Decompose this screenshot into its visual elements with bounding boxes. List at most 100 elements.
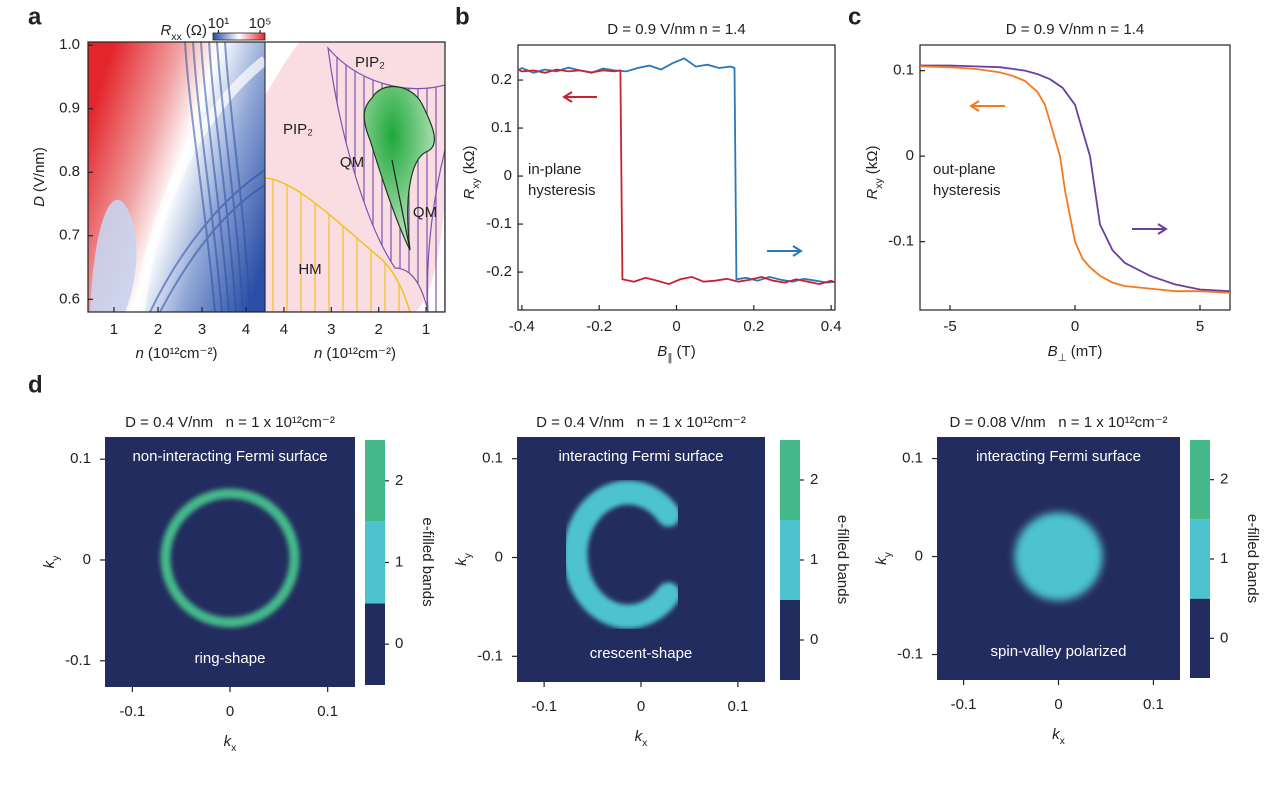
- x-tick-label: -0.1: [119, 703, 145, 720]
- colorbar-tick-label: 1: [1220, 550, 1228, 567]
- fermi-ring: [160, 488, 300, 628]
- chart-title: D = 0.9 V/nm n = 1.4: [607, 21, 745, 38]
- y-axis-label: Rxy (kΩ): [461, 145, 482, 199]
- x-axis-label: kx: [1052, 726, 1066, 747]
- colorbar-label: e-filled bands: [834, 515, 851, 604]
- map-background: [105, 437, 355, 687]
- y-axis-label-part: k: [873, 556, 890, 565]
- region-label: QM: [413, 204, 437, 221]
- colorbar-label: e-filled bands: [1244, 514, 1261, 603]
- y-axis-label-part: (kΩ): [864, 145, 881, 174]
- fermi-disk: [1014, 512, 1103, 601]
- x-axis-label: B∥ (T): [657, 343, 695, 364]
- y-axis-label: D (V/nm): [31, 147, 48, 207]
- colorbar-label: e-filled bands: [419, 517, 436, 606]
- panel-label: a: [28, 3, 42, 30]
- colorbar-band: [780, 600, 800, 680]
- data-line: [919, 65, 1231, 294]
- region-label: PIP₂: [283, 121, 313, 138]
- y-axis-label-part: y: [50, 555, 62, 561]
- y-tick-label: 0: [504, 167, 512, 184]
- annotation-top: non-interacting Fermi surface: [132, 448, 327, 465]
- x-tick-label: 0.1: [727, 698, 748, 715]
- y-axis-label-part: xy: [873, 177, 885, 188]
- chart-title: D = 0.4 V/nm n = 1 x 10¹²cm⁻²: [125, 414, 335, 431]
- x-axis-label-part: n: [314, 345, 322, 362]
- annotation-bottom: ring-shape: [195, 650, 266, 667]
- x-tick-label: 5: [1196, 318, 1204, 335]
- y-tick-label: 0.8: [59, 163, 80, 180]
- x-axis-label-part: (10¹²cm⁻²): [148, 345, 218, 362]
- region-label: PIP₂: [355, 54, 385, 71]
- y-axis-label-part: k: [41, 559, 58, 568]
- y-axis-label: ky: [41, 555, 62, 569]
- y-axis-label-part: (V/nm): [31, 147, 48, 192]
- data-line: [517, 57, 836, 284]
- x-tick-label: 0.4: [821, 318, 842, 335]
- x-axis-label-part: ∥: [667, 352, 672, 364]
- y-tick-label: 1.0: [59, 36, 80, 53]
- data-line: [517, 68, 836, 286]
- y-axis-label-part: D: [31, 196, 48, 207]
- y-tick-label: -0.1: [65, 652, 91, 669]
- x-tick-label: 2: [375, 321, 383, 338]
- x-axis-label-part: (10¹²cm⁻²): [326, 345, 396, 362]
- colorbar-tick-label: 0: [395, 635, 403, 652]
- x-tick-label: 4: [280, 321, 288, 338]
- x-tick-label: 3: [327, 321, 335, 338]
- x-axis-label: kx: [635, 728, 649, 749]
- colorbar-band: [365, 440, 385, 522]
- colorbar-tick-label: 0: [810, 631, 818, 648]
- colorbar-label-part: (Ω): [186, 22, 207, 39]
- colorbar-band: [780, 440, 800, 520]
- y-axis-label-part: y: [462, 552, 474, 558]
- x-tick-label: -0.1: [531, 698, 557, 715]
- x-axis-label-part: B: [1048, 343, 1058, 360]
- colorbar-band: [365, 603, 385, 685]
- colorbar-band: [365, 521, 385, 604]
- x-tick-label: 4: [242, 321, 250, 338]
- phase-diagram-image: [265, 42, 445, 312]
- x-axis-label-part: x: [642, 737, 648, 749]
- y-tick-label: 0.2: [491, 71, 512, 88]
- x-tick-label: 0.1: [1143, 696, 1164, 713]
- colorbar-label-part: xx: [171, 31, 182, 43]
- x-axis-label: n (10¹²cm⁻²): [136, 345, 218, 362]
- annotation: hysteresis: [528, 182, 596, 199]
- y-axis-label-part: R: [864, 189, 881, 200]
- y-tick-label: 0.9: [59, 100, 80, 117]
- x-tick-label: 0: [1071, 318, 1079, 335]
- colorbar-band: [1190, 598, 1210, 678]
- y-tick-label: 0.1: [482, 450, 503, 467]
- annotation: in-plane: [528, 161, 581, 178]
- y-tick-label: 0.1: [893, 62, 914, 79]
- y-axis-label-part: R: [461, 189, 478, 200]
- colorbar-tick-label: 2: [1220, 471, 1228, 488]
- colorbar-tick-label: 1: [395, 553, 403, 570]
- x-tick-label: 0: [1054, 696, 1062, 713]
- x-axis-label-part: x: [1060, 735, 1066, 747]
- chart-title: D = 0.4 V/nm n = 1 x 10¹²cm⁻²: [536, 414, 746, 431]
- x-tick-label: -0.4: [509, 318, 535, 335]
- panel-label: b: [455, 3, 470, 30]
- colorbar-tick-label: 2: [810, 471, 818, 488]
- y-axis-label-part: xy: [470, 177, 482, 188]
- y-tick-label: 0.7: [59, 227, 80, 244]
- x-axis-label-part: (T): [677, 343, 696, 360]
- y-tick-label: -0.2: [486, 263, 512, 280]
- x-tick-label: -0.2: [586, 318, 612, 335]
- x-tick-label: 3: [198, 321, 206, 338]
- arrows: [562, 91, 1168, 257]
- y-tick-label: 0.1: [70, 450, 91, 467]
- panel-label: d: [28, 371, 43, 398]
- annotation: out-plane: [933, 161, 996, 178]
- colorbar-band: [1190, 440, 1210, 520]
- x-tick-label: 0: [672, 318, 680, 335]
- y-tick-label: 0: [83, 551, 91, 568]
- colorbar-band: [1190, 519, 1210, 599]
- y-axis-label-part: k: [453, 557, 470, 566]
- chart-title: D = 0.9 V/nm n = 1.4: [1006, 21, 1144, 38]
- y-tick-label: -0.1: [897, 645, 923, 662]
- x-tick-label: 0.2: [743, 318, 764, 335]
